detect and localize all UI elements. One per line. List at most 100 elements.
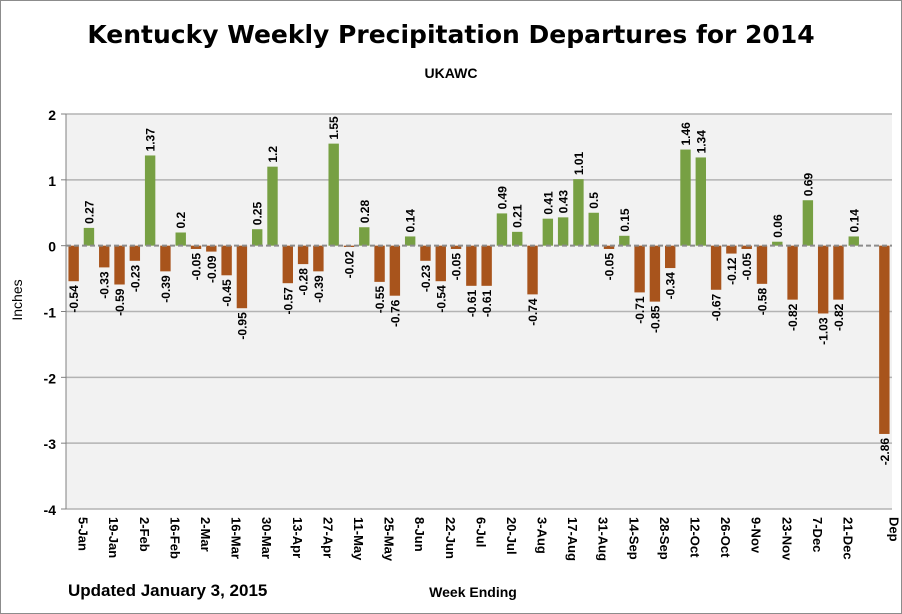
data-label: 1.2 xyxy=(266,146,280,163)
data-label: -0.23 xyxy=(128,264,142,292)
bar-6-Jul xyxy=(466,245,477,286)
data-label: -0.05 xyxy=(740,253,754,281)
data-label: 0.14 xyxy=(847,209,861,233)
data-label: -0.02 xyxy=(342,251,356,279)
bar-5-Oct xyxy=(665,245,676,269)
data-label: -0.71 xyxy=(633,296,647,324)
x-tick-label: 5-Jan xyxy=(76,517,91,551)
bar-31-Aug xyxy=(588,212,599,246)
bar-13-Jul xyxy=(481,245,492,286)
x-tick-label: 8-Jun xyxy=(412,517,427,552)
x-tick-label: 2-Feb xyxy=(137,517,152,552)
bar-16-Nov xyxy=(756,245,768,284)
x-tick-label: Dep xyxy=(886,517,901,542)
bar-25-May xyxy=(374,245,385,282)
x-tick-label: 14-Sep xyxy=(626,517,641,560)
bar-9-Nov xyxy=(741,245,752,249)
bar-Dep xyxy=(879,245,890,434)
bar-19-Oct xyxy=(695,157,706,246)
x-tick-label: 26-Oct xyxy=(718,517,733,558)
data-label: -0.58 xyxy=(755,288,769,316)
chart-title: Kentucky Weekly Precipitation Departures… xyxy=(87,20,815,49)
data-label: 1.34 xyxy=(694,130,708,154)
data-label: -0.34 xyxy=(664,272,678,300)
data-labels: -0.540.27-0.33-0.59-0.231.37-0.390.2-0.0… xyxy=(67,116,892,465)
data-label: -0.57 xyxy=(281,287,295,315)
bar-14-Sep xyxy=(619,235,630,246)
x-tick-label: 13-Apr xyxy=(290,517,305,558)
x-tick-label: 20-Jul xyxy=(504,517,519,555)
data-label: 0.21 xyxy=(511,204,525,228)
data-label: 0.2 xyxy=(174,211,188,228)
bar-27-Apr xyxy=(313,245,324,272)
bar-16-Mar xyxy=(221,245,232,276)
bar-2-Mar xyxy=(190,245,202,249)
x-tick-label: 16-Mar xyxy=(229,517,244,559)
y-tick-label: 2 xyxy=(48,107,56,123)
data-label: -0.23 xyxy=(419,264,433,292)
data-label: 0.25 xyxy=(251,202,265,226)
bar-20-Apr xyxy=(297,245,309,265)
data-label: 1.55 xyxy=(327,116,341,140)
bar-9-Mar xyxy=(206,245,217,252)
x-tick-label: 17-Aug xyxy=(565,517,580,561)
bar-7-Dec xyxy=(802,200,814,246)
data-label: 1.46 xyxy=(679,122,693,146)
bar-19-Jan xyxy=(99,245,110,268)
axes: 2 1 0 -1 -2 -3 -4 5-Jan 19-Jan 2-Feb 16-Feb 2-Mar 16… xyxy=(44,107,902,562)
data-label: -0.54 xyxy=(67,285,81,313)
x-tick-label: 30-Mar xyxy=(259,517,274,559)
bar-17-Aug xyxy=(557,217,569,246)
bar-23-Feb xyxy=(175,232,186,246)
data-label: 0.14 xyxy=(404,209,418,233)
bar-6-Apr xyxy=(267,166,278,246)
data-label: -0.45 xyxy=(220,279,234,307)
bar-16-Feb xyxy=(160,245,171,272)
bar-23-Nov xyxy=(772,241,783,246)
x-tick-label: 2-Mar xyxy=(198,517,213,552)
bar-23-Mar xyxy=(236,245,248,309)
data-label: -0.74 xyxy=(526,298,540,326)
bar-4-May xyxy=(328,143,339,246)
data-label: -0.85 xyxy=(648,305,662,333)
data-label: 0.69 xyxy=(801,173,815,197)
data-label: -0.61 xyxy=(465,290,479,318)
x-tick-label: 28-Sep xyxy=(657,517,672,560)
bar-22-Jun xyxy=(435,245,446,282)
bar-5-Jan xyxy=(68,245,79,282)
data-label: -0.55 xyxy=(373,286,387,314)
data-label: -0.12 xyxy=(725,257,739,285)
chart-subtitle: UKAWC xyxy=(424,65,478,81)
data-label: -0.39 xyxy=(159,275,173,303)
bar-26-Jan xyxy=(114,245,125,285)
data-label: -0.28 xyxy=(297,268,311,296)
data-label: -0.59 xyxy=(113,288,127,316)
y-tick-label: -3 xyxy=(44,436,57,452)
data-label: -1.03 xyxy=(817,317,831,345)
bar-21-Sep xyxy=(634,245,645,293)
data-label: 0.06 xyxy=(771,214,785,238)
x-tick-label: 22-Jun xyxy=(443,517,458,559)
y-tick-label: -2 xyxy=(44,370,57,386)
x-tick-label: 31-Aug xyxy=(596,517,611,561)
data-label: -0.67 xyxy=(710,293,724,321)
data-label: 1.01 xyxy=(572,151,586,175)
data-label: 0.41 xyxy=(541,191,555,215)
x-tick-label: 3-Aug xyxy=(535,517,550,554)
x-tick-label: 27-Apr xyxy=(320,517,335,558)
bar-30-Nov xyxy=(787,245,798,300)
bar-13-Apr xyxy=(282,245,293,284)
bar-18-May xyxy=(359,227,370,246)
data-label: 0.15 xyxy=(618,208,632,232)
x-tick-label: 11-May xyxy=(351,517,366,561)
bar-7-Sep xyxy=(603,245,615,249)
bar-3-Aug xyxy=(527,245,538,295)
bar-24-Aug xyxy=(573,179,584,246)
bar-2-Feb xyxy=(129,245,141,261)
bar-28-Dec xyxy=(848,236,859,246)
data-label: -0.05 xyxy=(450,253,464,281)
bar-29-Jun xyxy=(450,245,462,249)
data-label: -0.82 xyxy=(786,303,800,331)
data-label: -0.39 xyxy=(312,275,326,303)
bar-2-Nov xyxy=(726,245,737,254)
